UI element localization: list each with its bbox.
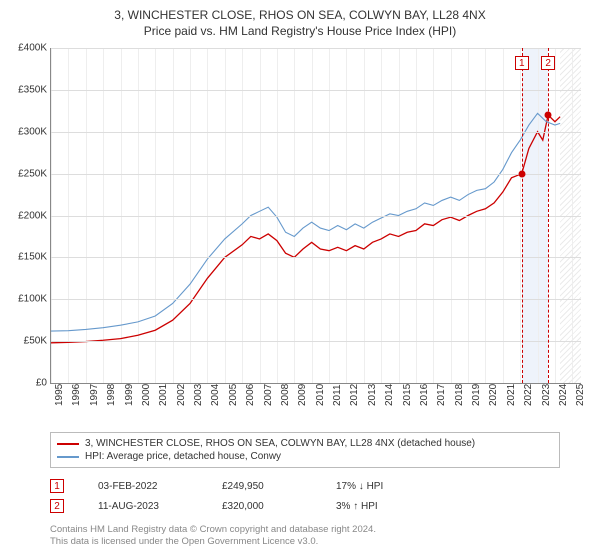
cell-price: £249,950 [222,481,302,492]
table-row: 1 03-FEB-2022 £249,950 17% ↓ HPI [50,476,560,496]
chart-title: 3, WINCHESTER CLOSE, RHOS ON SEA, COLWYN… [0,0,600,22]
marker-ref-icon: 1 [50,479,64,493]
cell-delta: 17% ↓ HPI [336,481,416,492]
footer-line: This data is licensed under the Open Gov… [50,536,376,548]
footer-attribution: Contains HM Land Registry data © Crown c… [50,524,376,549]
legend-label: HPI: Average price, detached house, Conw… [85,451,281,462]
sales-table: 1 03-FEB-2022 £249,950 17% ↓ HPI 2 11-AU… [50,476,560,516]
cell-date: 03-FEB-2022 [98,481,188,492]
chart-subtitle: Price paid vs. HM Land Registry's House … [0,22,600,38]
cell-date: 11-AUG-2023 [98,501,188,512]
marker-ref-icon: 2 [50,499,64,513]
legend-label: 3, WINCHESTER CLOSE, RHOS ON SEA, COLWYN… [85,438,475,449]
footer-line: Contains HM Land Registry data © Crown c… [50,524,376,536]
legend-box: 3, WINCHESTER CLOSE, RHOS ON SEA, COLWYN… [50,432,560,468]
table-row: 2 11-AUG-2023 £320,000 3% ↑ HPI [50,496,560,516]
plot-area: £0£50K£100K£150K£200K£250K£300K£350K£400… [50,48,581,384]
chart-container: 3, WINCHESTER CLOSE, RHOS ON SEA, COLWYN… [0,0,600,560]
cell-price: £320,000 [222,501,302,512]
legend-item: HPI: Average price, detached house, Conw… [57,450,553,463]
legend-swatch-blue [57,456,79,458]
cell-delta: 3% ↑ HPI [336,501,416,512]
legend-item: 3, WINCHESTER CLOSE, RHOS ON SEA, COLWYN… [57,437,553,450]
legend-swatch-red [57,443,79,445]
